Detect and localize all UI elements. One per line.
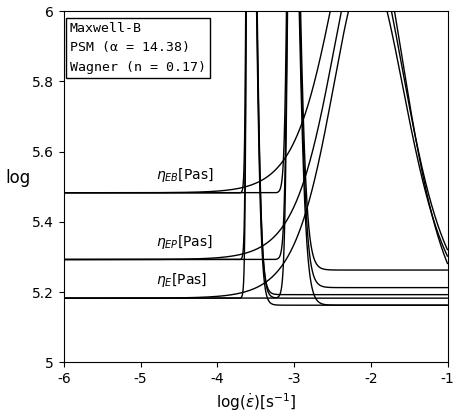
X-axis label: log($\dot{\varepsilon}$)[s$^{-1}$]: log($\dot{\varepsilon}$)[s$^{-1}$] xyxy=(215,392,295,414)
Text: Maxwell-B
PSM (α = 14.38)
Wagner (n = 0.17): Maxwell-B PSM (α = 14.38) Wagner (n = 0.… xyxy=(70,22,206,74)
Text: $\eta_{E}$[Pas]: $\eta_{E}$[Pas] xyxy=(156,272,207,290)
Text: $\eta_{EP}$[Pas]: $\eta_{EP}$[Pas] xyxy=(156,233,213,251)
Y-axis label: log: log xyxy=(6,169,31,187)
Text: $\eta_{EB}$[Pas]: $\eta_{EB}$[Pas] xyxy=(156,166,213,184)
